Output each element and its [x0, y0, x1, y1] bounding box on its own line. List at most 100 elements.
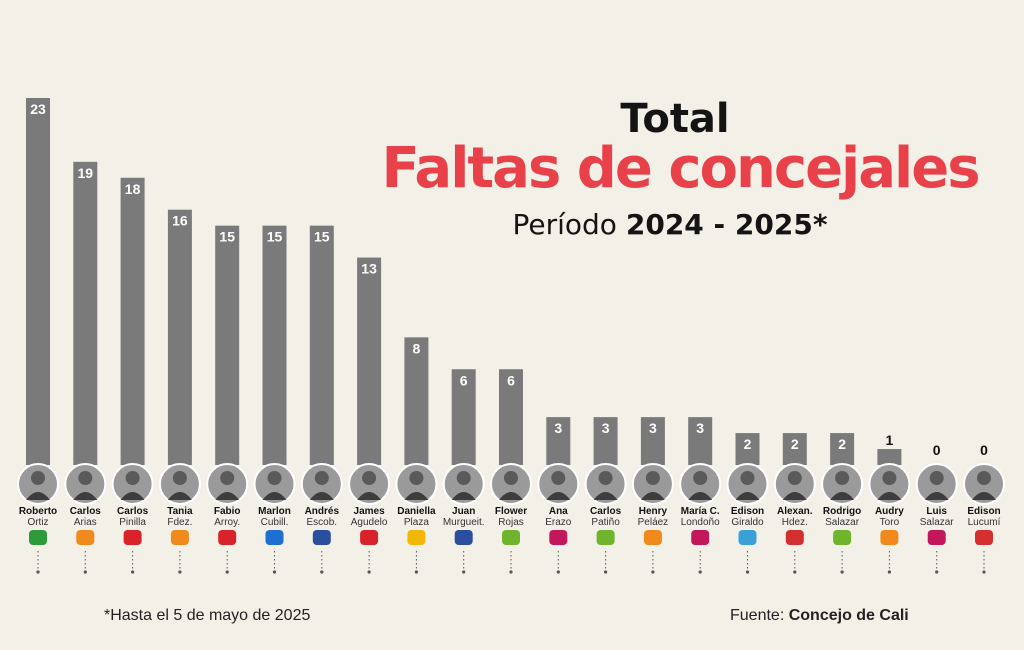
value-label: 18	[125, 181, 141, 197]
avatar-head-icon	[787, 471, 802, 485]
partido-u-logo	[880, 530, 899, 545]
leader-dot	[272, 570, 277, 574]
avatar-body-icon	[546, 492, 571, 500]
avatar-body-icon	[73, 492, 98, 500]
councillor-last-name: Arroy.	[214, 517, 240, 528]
councillor-first-name: Carlos	[70, 506, 102, 517]
value-label: 2	[838, 436, 846, 452]
councillor-first-name: Carlos	[117, 506, 149, 517]
councillor-last-name: Londoño	[681, 517, 720, 528]
councillor-first-name: Rodrigo	[823, 506, 861, 517]
value-label: 6	[460, 372, 468, 388]
avatar-body-icon	[499, 492, 523, 500]
value-label: 3	[696, 420, 704, 436]
councillor-last-name: Escob.	[307, 517, 338, 528]
councillor-last-name: Rojas	[498, 517, 524, 528]
councillor-last-name: Giraldo	[731, 517, 764, 528]
bar-chart: 23RobertoOrtiz19CarlosArias18CarlosPinil…	[17, 98, 1005, 574]
avatar-body-icon	[404, 492, 429, 500]
liberal-party-logo	[360, 530, 379, 545]
avatar-body-icon	[924, 492, 949, 500]
leader-dot	[462, 570, 466, 574]
bar	[120, 177, 145, 466]
leader-dot	[36, 570, 40, 574]
avatar-body-icon	[782, 492, 807, 500]
footnote: *Hasta el 5 de mayo de 2025	[104, 607, 311, 624]
avatar-head-icon	[78, 471, 93, 485]
value-label: 15	[314, 229, 330, 245]
leader-dot	[320, 570, 324, 574]
subtitle-prefix: Período	[512, 208, 617, 241]
leader-dot	[367, 570, 371, 574]
councillor-last-name: Ortiz	[27, 517, 48, 528]
avatar-body-icon	[451, 492, 476, 500]
councillor-first-name: Roberto	[19, 506, 57, 517]
councillor-first-name: Edison	[967, 506, 1000, 517]
bar	[782, 433, 807, 465]
chart-subtitle: Período 2024 - 2025*	[500, 208, 840, 241]
leader-dot	[793, 570, 797, 574]
value-label: 0	[933, 442, 941, 458]
councillor-first-name: Ana	[549, 506, 568, 517]
councillor-last-name: Arias	[74, 517, 97, 528]
avatar-head-icon	[598, 471, 613, 485]
value-label: 2	[791, 436, 799, 452]
avatar-body-icon	[830, 492, 855, 500]
bar	[830, 433, 855, 465]
source-prefix: Fuente:	[730, 607, 785, 624]
value-label: 3	[554, 420, 562, 436]
centro-democratico-logo	[454, 530, 473, 545]
avatar-head-icon	[314, 471, 329, 485]
councillor-last-name: Peláez	[638, 517, 669, 528]
value-label: 23	[30, 101, 46, 117]
avatar-body-icon	[120, 492, 145, 500]
bar	[640, 417, 665, 465]
leader-dot	[414, 570, 418, 574]
pacto-historico-logo	[927, 530, 946, 545]
leader-dot	[178, 570, 182, 574]
chart-title-line1: Total	[620, 96, 730, 142]
avatar-head-icon	[835, 471, 850, 485]
avatar-body-icon	[357, 492, 382, 500]
pacto-historico-logo	[691, 530, 710, 545]
centro-democratico-logo	[312, 530, 331, 545]
leader-dot	[83, 570, 87, 574]
verde-logo	[833, 530, 852, 545]
avatar-body-icon	[877, 492, 902, 500]
councillor-last-name: Agudelo	[351, 517, 388, 528]
leader-dot	[840, 570, 844, 574]
liberal-party-logo	[218, 530, 237, 545]
avatar-body-icon	[167, 492, 192, 500]
bar	[735, 433, 760, 465]
green-party-logo	[29, 530, 47, 545]
councillor-first-name: Marlon	[258, 506, 291, 517]
value-label: 13	[361, 261, 377, 277]
councillor-first-name: Luis	[926, 506, 947, 517]
cambio-radical-logo	[785, 530, 804, 545]
councillor-first-name: Tania	[167, 506, 193, 517]
avatar-head-icon	[456, 471, 471, 485]
avatar-head-icon	[693, 471, 708, 485]
councillor-first-name: Flower	[495, 506, 527, 517]
leader-dot	[131, 570, 135, 574]
source-name: Concejo de Cali	[788, 607, 909, 624]
bar	[215, 225, 240, 465]
bar	[167, 209, 192, 465]
leader-dot	[604, 570, 608, 574]
value-label: 3	[602, 420, 610, 436]
partido-u-logo	[170, 530, 189, 545]
avatar-head-icon	[172, 471, 187, 485]
councillor-first-name: Audry	[875, 506, 904, 517]
councillor-last-name: Toro	[880, 517, 900, 528]
councillor-first-name: Henry	[639, 506, 668, 517]
avatar-body-icon	[688, 492, 713, 500]
leader-dot	[651, 570, 655, 574]
councillor-last-name: Salazar	[825, 517, 860, 528]
councillor-last-name: Patiño	[591, 517, 620, 528]
councillor-last-name: Erazo	[545, 517, 572, 528]
chart-title: Faltas de concejales	[381, 136, 980, 201]
verde-logo	[502, 530, 520, 545]
avatar-head-icon	[125, 471, 140, 485]
value-label: 8	[413, 340, 421, 356]
bar	[451, 369, 476, 465]
